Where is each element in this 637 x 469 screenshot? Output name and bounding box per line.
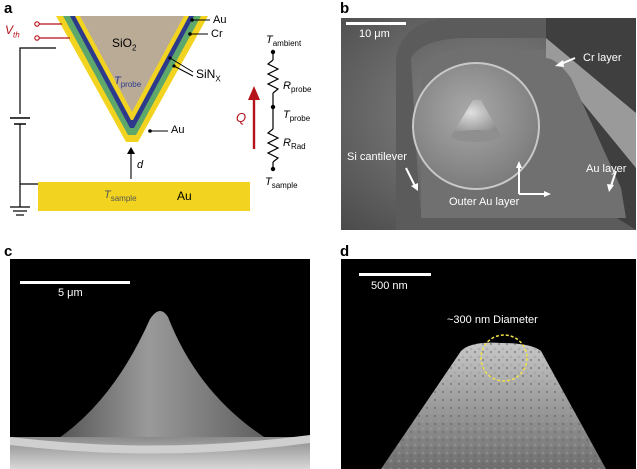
scalebar-d (359, 273, 431, 276)
sample-slab (38, 182, 250, 211)
cr-layer-label: Cr layer (583, 52, 622, 64)
au-sample-label: Au (177, 189, 192, 203)
au-top-label: Au (213, 14, 227, 26)
sio2-core-shape (80, 16, 184, 112)
scalebar-b-label: 10 μm (359, 28, 390, 40)
ground-wire (19, 47, 56, 114)
circuit-t-probe-label: Tprobe (283, 109, 311, 124)
au-layer-label: Au layer (586, 163, 627, 175)
panel-letter-a: a (4, 0, 13, 17)
panel-a-schematic: Vth SiO2 Au Cr SiNX Tprobe Au d Tsample … (0, 14, 335, 239)
distance-label: d (137, 159, 144, 171)
panel-letter-b: b (340, 0, 350, 17)
r-rad-label: RRad (283, 137, 306, 152)
q-label: Q (236, 110, 247, 125)
au-tip-label: Au (171, 124, 185, 136)
scalebar-c (20, 281, 130, 284)
probe-schematic (0, 14, 335, 216)
sinx-label: SiNX (196, 67, 221, 84)
t-sample-label: Tsample (104, 189, 137, 204)
t-ambient-label: Tambient (266, 34, 302, 49)
si-cantilever-label: Si cantilever (347, 151, 407, 163)
apex-sem-image (341, 259, 636, 469)
sio2-label: SiO2 (112, 36, 137, 53)
panel-c-sem-image: 5 μm (10, 259, 310, 469)
probe-tip-cone (451, 100, 501, 136)
panel-letter-d: d (340, 243, 350, 260)
scalebar-b (346, 22, 406, 25)
tip-sem-image (10, 259, 310, 469)
scalebar-d-label: 500 nm (371, 280, 408, 292)
tip-cone (45, 310, 275, 447)
apex-diameter-circle (480, 334, 528, 382)
scalebar-c-label: 5 μm (58, 287, 83, 299)
panel-d-sem-image: 500 nm ~300 nm Diameter (341, 259, 636, 469)
panel-b-sem-image: 10 μm Cr layer Si cantilever Au layer Ou… (341, 18, 636, 230)
cr-label: Cr (211, 28, 223, 40)
r-probe-resistor (266, 59, 280, 94)
diameter-label: ~300 nm Diameter (447, 314, 538, 326)
cantilever-sem-image (341, 18, 636, 230)
outer-au-layer-label: Outer Au layer (449, 196, 520, 208)
r-rad-resistor (266, 128, 280, 163)
panel-letter-c: c (4, 243, 13, 260)
r-probe-label: Rprobe (283, 80, 312, 95)
circuit-t-sample-label: Tsample (265, 176, 298, 191)
vth-label: Vth (5, 23, 20, 40)
t-probe-label: Tprobe (114, 75, 142, 90)
